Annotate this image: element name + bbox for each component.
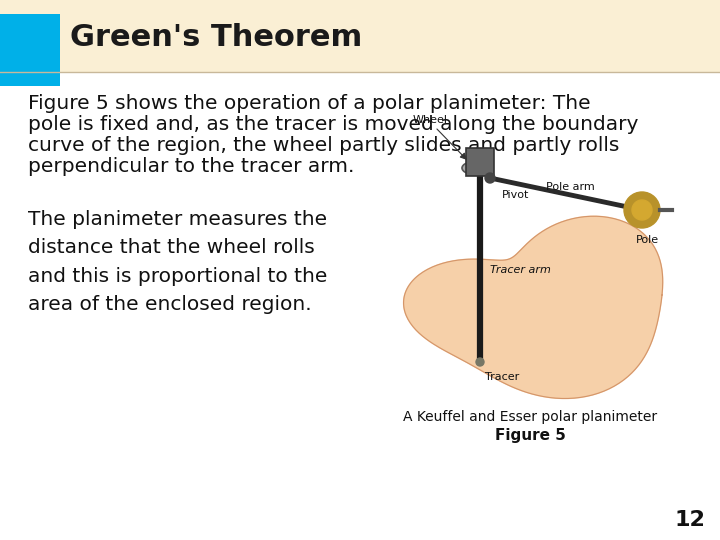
Text: Pole arm: Pole arm	[546, 182, 595, 192]
Text: The planimeter measures the: The planimeter measures the	[28, 210, 327, 229]
Text: area of the enclosed region.: area of the enclosed region.	[28, 295, 312, 314]
Circle shape	[476, 358, 484, 366]
Text: Pole: Pole	[636, 235, 659, 245]
Text: A Keuffel and Esser polar planimeter: A Keuffel and Esser polar planimeter	[403, 410, 657, 424]
Text: Tracer: Tracer	[485, 372, 519, 382]
Text: perpendicular to the tracer arm.: perpendicular to the tracer arm.	[28, 157, 354, 176]
Ellipse shape	[462, 162, 484, 174]
Circle shape	[485, 173, 495, 183]
Text: and this is proportional to the: and this is proportional to the	[28, 267, 328, 286]
Text: 12: 12	[674, 510, 705, 530]
Circle shape	[624, 192, 660, 228]
Text: distance that the wheel rolls: distance that the wheel rolls	[28, 238, 315, 258]
Circle shape	[632, 200, 652, 220]
Text: Figure 5: Figure 5	[495, 428, 565, 443]
Text: Tracer arm: Tracer arm	[490, 265, 550, 275]
Text: Wheel: Wheel	[413, 115, 448, 125]
Text: curve of the region, the wheel partly slides and partly rolls: curve of the region, the wheel partly sl…	[28, 136, 619, 155]
Text: Green's Theorem: Green's Theorem	[70, 24, 362, 52]
Text: Figure 5 shows the operation of a polar planimeter: The: Figure 5 shows the operation of a polar …	[28, 94, 590, 113]
Text: Pivot: Pivot	[502, 190, 529, 200]
FancyBboxPatch shape	[0, 14, 60, 86]
Polygon shape	[404, 216, 662, 399]
Text: pole is fixed and, as the tracer is moved along the boundary: pole is fixed and, as the tracer is move…	[28, 115, 639, 134]
FancyBboxPatch shape	[466, 148, 494, 176]
FancyBboxPatch shape	[0, 0, 720, 72]
